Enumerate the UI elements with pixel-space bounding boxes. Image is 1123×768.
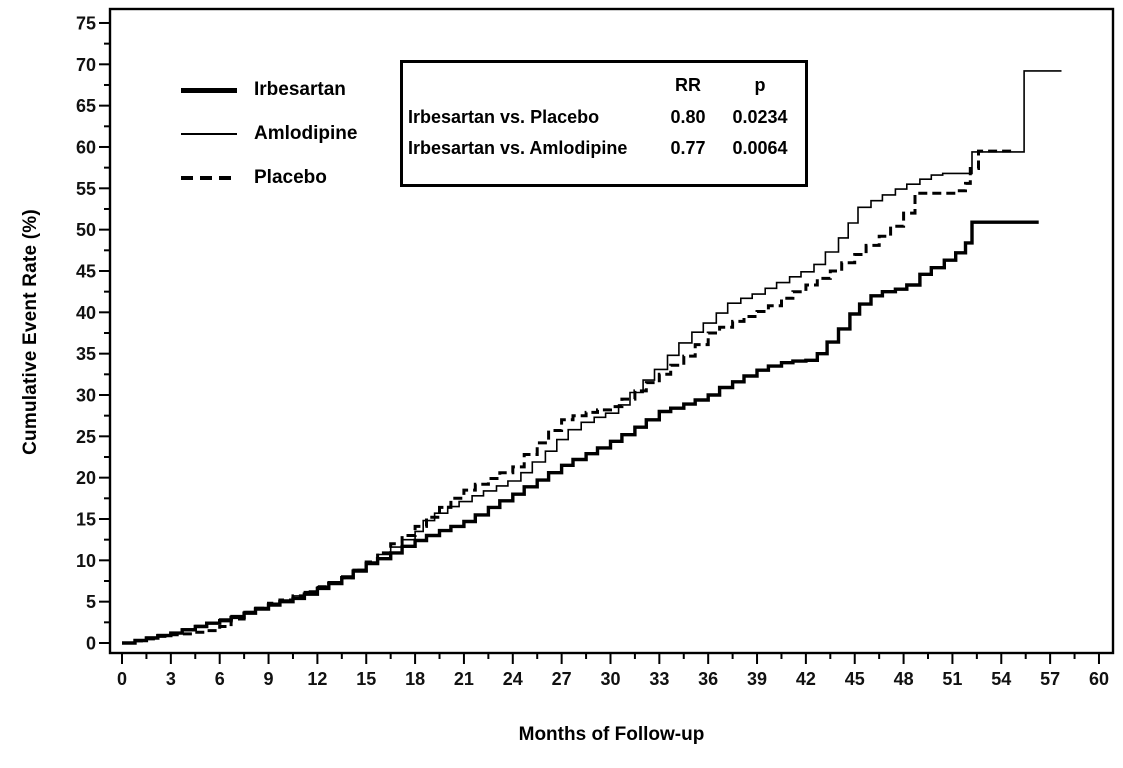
x-tick-label: 27 xyxy=(552,669,572,689)
legend-item-amlodipine: Amlodipine xyxy=(181,112,357,156)
x-tick-label: 3 xyxy=(166,669,176,689)
x-tick-label: 24 xyxy=(503,669,523,689)
stats-header-p: p xyxy=(754,75,766,95)
irbesartan-line-swatch xyxy=(181,87,237,93)
x-tick-label: 54 xyxy=(991,669,1011,689)
y-tick-label: 5 xyxy=(86,592,96,612)
x-tick-label: 18 xyxy=(405,669,425,689)
y-tick-label: 25 xyxy=(76,427,96,447)
x-tick-label: 21 xyxy=(454,669,474,689)
amlodipine-line-swatch xyxy=(181,133,237,135)
y-tick-label: 40 xyxy=(76,303,96,323)
x-tick-label: 15 xyxy=(356,669,376,689)
y-tick-label: 30 xyxy=(76,385,96,405)
y-tick-label: 0 xyxy=(86,634,96,654)
y-tick-label: 15 xyxy=(76,509,96,529)
y-axis-title: Cumulative Event Rate (%) xyxy=(20,209,41,455)
y-tick-label: 75 xyxy=(76,13,96,33)
y-tick-label: 60 xyxy=(76,137,96,157)
x-tick-label: 57 xyxy=(1040,669,1060,689)
x-tick-label: 0 xyxy=(117,669,127,689)
stats-row-label: Irbesartan vs. Amlodipine xyxy=(408,138,628,158)
x-tick-label: 51 xyxy=(942,669,962,689)
y-tick-label: 10 xyxy=(76,551,96,571)
x-tick-label: 12 xyxy=(307,669,327,689)
x-tick-label: 42 xyxy=(796,669,816,689)
x-tick-label: 48 xyxy=(894,669,914,689)
legend: Irbesartan Amlodipine Placebo xyxy=(181,68,357,200)
x-tick-label: 30 xyxy=(600,669,620,689)
legend-label-amlodipine: Amlodipine xyxy=(254,123,358,144)
stats-box: RR p Irbesartan vs. Placebo 0.80 0.0234 … xyxy=(400,60,808,187)
x-tick-label: 33 xyxy=(649,669,669,689)
stats-header-rr: RR xyxy=(675,75,701,95)
x-tick-label: 45 xyxy=(845,669,865,689)
y-tick-label: 65 xyxy=(76,96,96,116)
legend-item-placebo: Placebo xyxy=(181,156,357,200)
x-tick-label: 36 xyxy=(698,669,718,689)
y-tick-label: 45 xyxy=(76,261,96,281)
legend-label-irbesartan: Irbesartan xyxy=(254,79,346,100)
stats-row-p: 0.0064 xyxy=(732,138,788,158)
x-tick-label: 60 xyxy=(1089,669,1109,689)
stats-row-rr: 0.80 xyxy=(670,107,706,127)
y-tick-label: 70 xyxy=(76,55,96,75)
legend-item-irbesartan: Irbesartan xyxy=(181,68,357,112)
x-axis-ticks: 0 3 6 9 12 15 18 21 24 27 30 33 36 39 42 45 48 51 54 57 60 xyxy=(117,653,1109,689)
stats-row-p: 0.0234 xyxy=(732,107,788,127)
stats-row-label: Irbesartan vs. Placebo xyxy=(408,107,600,127)
stats-row-rr: 0.77 xyxy=(670,138,706,158)
y-tick-label: 20 xyxy=(76,468,96,488)
legend-label-placebo: Placebo xyxy=(254,167,327,188)
x-tick-label: 6 xyxy=(215,669,225,689)
y-axis-ticks: 0 5 10 15 20 25 30 35 40 45 50 55 60 65 70 75 xyxy=(76,13,110,654)
placebo-curve xyxy=(122,149,1015,645)
x-tick-label: 39 xyxy=(747,669,767,689)
placebo-line-swatch xyxy=(181,176,237,180)
y-tick-label: 35 xyxy=(76,344,96,364)
y-tick-label: 55 xyxy=(76,179,96,199)
y-tick-label: 50 xyxy=(76,220,96,240)
irbesartan-curve xyxy=(122,220,1039,645)
plot-frame xyxy=(108,7,1115,655)
x-tick-label: 9 xyxy=(264,669,274,689)
x-axis-title: Months of Follow-up xyxy=(518,724,705,745)
